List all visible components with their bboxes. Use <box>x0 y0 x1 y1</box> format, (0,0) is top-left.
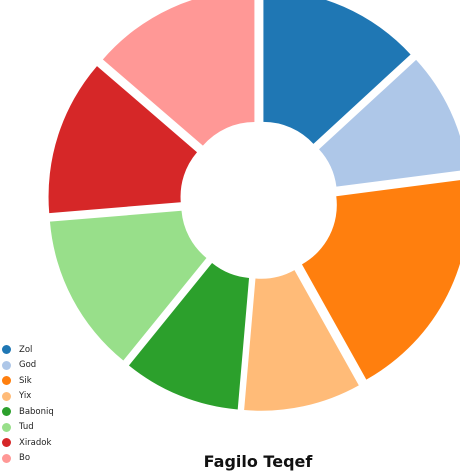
legend: Zol God Sik Yix Baboniq Tud Xiradok Bo <box>2 342 54 466</box>
pie-slice-xiradok <box>48 66 198 214</box>
legend-item-god: God <box>2 358 54 374</box>
pie-slice-yix <box>244 270 359 411</box>
pie-slice-god <box>318 59 460 187</box>
legend-label: Yix <box>19 391 32 402</box>
legend-marker <box>2 453 11 463</box>
legend-marker <box>2 391 11 401</box>
legend-label: Zol <box>19 344 33 355</box>
pie-slice-zol <box>263 0 411 144</box>
legend-marker <box>2 407 11 417</box>
legend-marker <box>2 360 11 370</box>
legend-label: Baboniq <box>19 406 54 417</box>
legend-item-xiradok: Xiradok <box>2 435 54 451</box>
legend-label: Bo <box>19 453 31 464</box>
pie-slice-baboniq <box>128 263 250 410</box>
legend-marker <box>2 422 11 432</box>
legend-item-baboniq: Baboniq <box>2 404 54 420</box>
chart-title: Fagilo Teqef <box>203 452 313 471</box>
legend-label: Xiradok <box>19 437 52 448</box>
legend-marker <box>2 345 11 355</box>
legend-marker <box>2 376 11 386</box>
legend-item-tud: Tud <box>2 420 54 436</box>
legend-label: God <box>19 360 37 371</box>
legend-item-zol: Zol <box>2 342 54 358</box>
legend-marker <box>2 438 11 448</box>
legend-label: Tud <box>19 422 34 433</box>
pie-slice-tud <box>49 210 207 361</box>
pie-slice-sik <box>301 180 460 380</box>
pie-slice-bo <box>102 0 255 146</box>
legend-label: Sik <box>19 375 32 386</box>
legend-item-yix: Yix <box>2 389 54 405</box>
legend-item-sik: Sik <box>2 373 54 389</box>
legend-item-bo: Bo <box>2 451 54 467</box>
